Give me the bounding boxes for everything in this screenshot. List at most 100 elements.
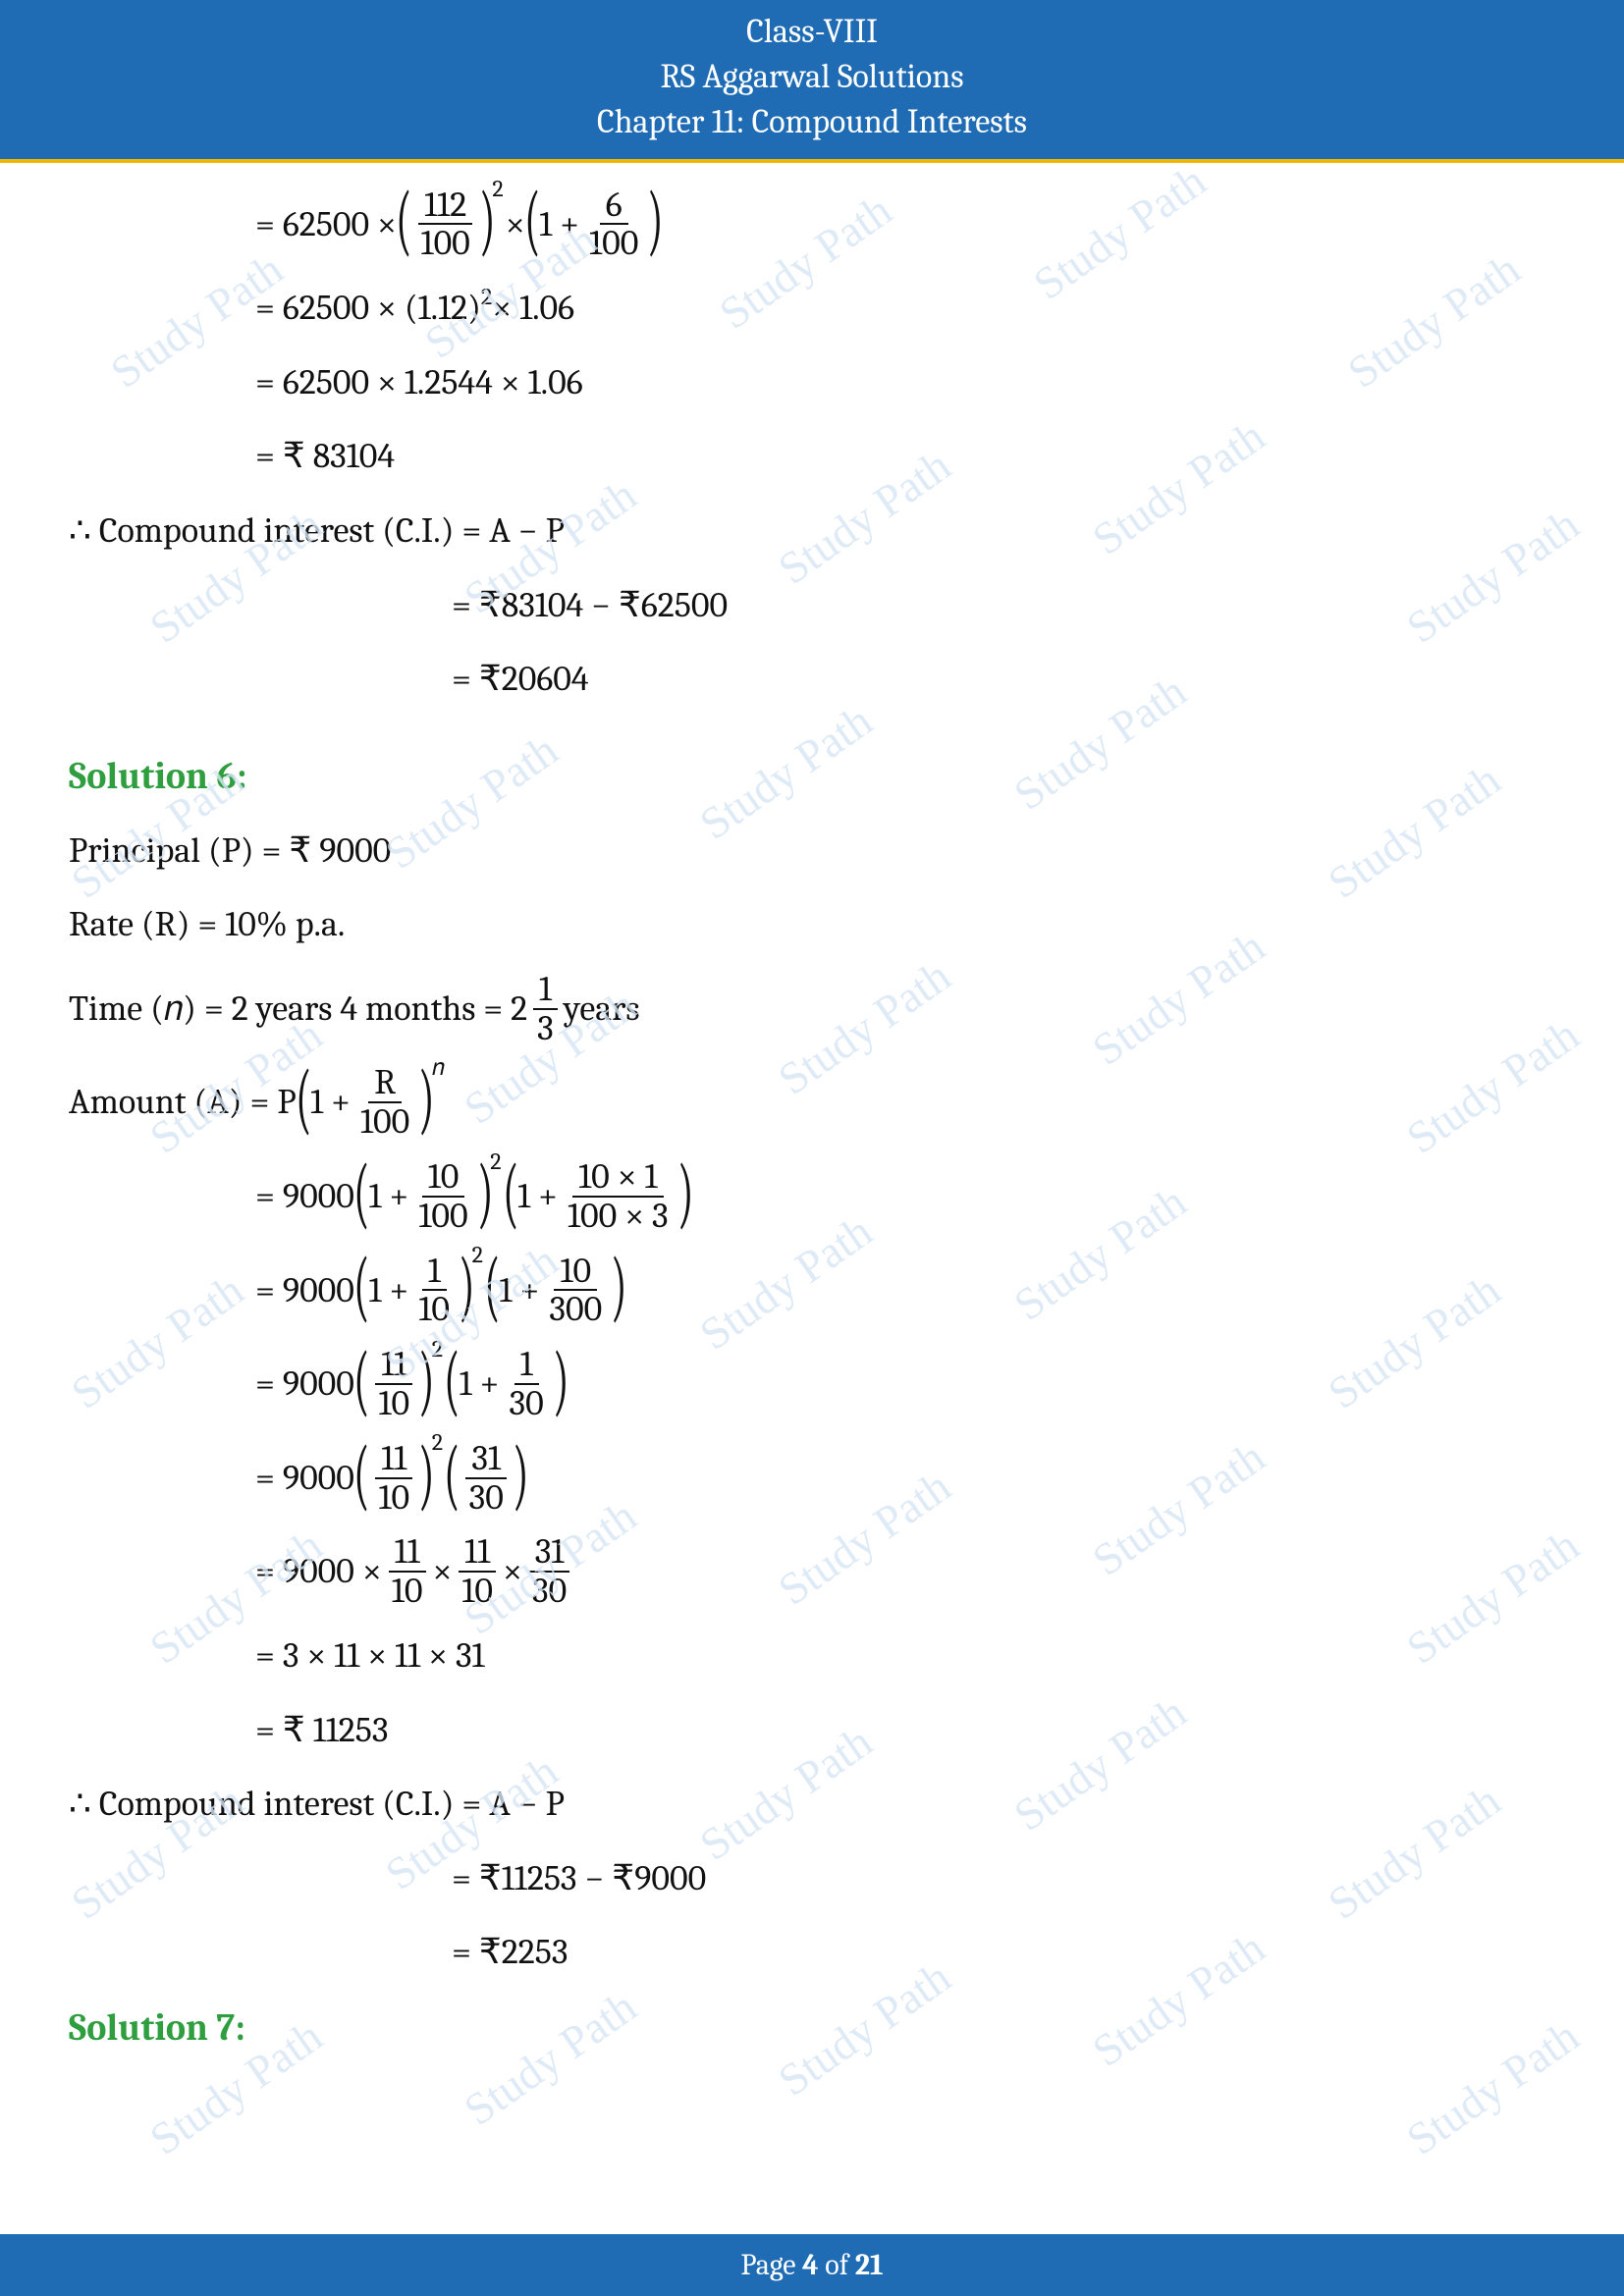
text: 1 + bbox=[539, 196, 579, 253]
sol6-time: Time (𝑛) = 2 years 4 months = 2 1 3 year… bbox=[69, 971, 1555, 1047]
text: = ₹20604 bbox=[452, 651, 589, 708]
denominator: 3 bbox=[531, 1010, 560, 1047]
text: Time (𝑛) = 2 years 4 months = 2 bbox=[69, 981, 527, 1038]
text: = ₹2253 bbox=[452, 1924, 568, 1981]
text: 1 + bbox=[500, 1262, 540, 1319]
text: ∴ Compound interest (C.I.) = A − P bbox=[69, 1776, 565, 1833]
text: = ₹11253 − ₹9000 bbox=[452, 1850, 706, 1907]
sol6-s1: = 9000 ( 1 + 10 100 ) 2 ( 1 + 10 × 1 100… bbox=[255, 1158, 1555, 1235]
text: × bbox=[432, 1543, 452, 1600]
sol5-ci-step2: = ₹83104 − ₹62500 bbox=[452, 577, 1555, 634]
text: = 62500 × 1.2544 × 1.06 bbox=[255, 354, 583, 411]
numerator: 1 bbox=[422, 1253, 447, 1292]
sol6-amount-formula: Amount (A) = P ( 1 + R 100 ) 𝑛 bbox=[69, 1064, 1555, 1141]
numerator: 11 bbox=[459, 1533, 496, 1573]
sol6-principal: Principal (P) = ₹ 9000 bbox=[69, 823, 1555, 880]
numerator: 11 bbox=[389, 1533, 426, 1573]
text: 1 + bbox=[517, 1168, 558, 1225]
text: = ₹ 83104 bbox=[255, 428, 395, 485]
footer-page-total: 21 bbox=[855, 2248, 884, 2282]
exponent: 2 bbox=[481, 278, 492, 315]
exponent: 2 bbox=[490, 1143, 501, 1180]
denominator: 10 bbox=[372, 1385, 415, 1422]
numerator: 10 bbox=[554, 1253, 597, 1292]
denominator: 10 bbox=[372, 1479, 415, 1517]
text: = ₹ 11253 bbox=[255, 1702, 388, 1759]
paren: ( bbox=[295, 1067, 311, 1130]
denominator: 100 bbox=[583, 225, 644, 262]
text: = 9000 bbox=[255, 1168, 354, 1225]
denominator: 100 bbox=[354, 1103, 415, 1141]
fraction: 10 100 bbox=[412, 1158, 473, 1235]
denominator: 100 × 3 bbox=[562, 1198, 675, 1235]
page-content: = 62500 × ( 112 100 ) 2 × ( 1 + 6 100 ) … bbox=[0, 163, 1624, 2058]
fraction: 11 10 bbox=[372, 1346, 415, 1422]
page-footer: Page 4 of 21 bbox=[0, 2234, 1624, 2296]
paren: ) bbox=[611, 1255, 627, 1317]
sol5-step2: = 62500 × (1.12)2 × 1.06 bbox=[255, 280, 1555, 337]
header-class: Class-VIII bbox=[0, 10, 1624, 55]
denominator: 30 bbox=[463, 1479, 510, 1517]
text: 1 + bbox=[310, 1074, 351, 1131]
text: years bbox=[564, 981, 640, 1038]
denominator: 10 bbox=[456, 1573, 499, 1610]
sol6-s7: = ₹ 11253 bbox=[255, 1702, 1555, 1759]
paren: ) bbox=[677, 1161, 694, 1224]
header-book: RS Aggarwal Solutions bbox=[0, 55, 1624, 100]
paren: ) bbox=[647, 188, 664, 251]
text: = 9000 bbox=[255, 1356, 354, 1413]
numerator: 1 bbox=[514, 1346, 539, 1385]
sol6-s3: = 9000 ( 11 10 ) 2 ( 1 + 1 30 ) bbox=[255, 1346, 1555, 1422]
fraction: 31 30 bbox=[526, 1533, 572, 1610]
paren: ( bbox=[353, 1443, 370, 1506]
numerator: 6 bbox=[600, 187, 628, 226]
paren: ( bbox=[353, 1349, 370, 1412]
numerator: 31 bbox=[465, 1440, 507, 1479]
fraction: 10 300 bbox=[543, 1253, 608, 1329]
numerator: 1 bbox=[533, 971, 558, 1010]
exponent: 2 bbox=[432, 1330, 443, 1367]
footer-text: of bbox=[819, 2248, 855, 2282]
denominator: 30 bbox=[504, 1385, 550, 1422]
denominator: 100 bbox=[412, 1198, 473, 1235]
fraction: 112 100 bbox=[415, 187, 476, 263]
text: Principal (P) = ₹ 9000 bbox=[69, 823, 391, 880]
text: = 3 × 11 × 11 × 31 bbox=[255, 1628, 485, 1684]
fraction: 1 30 bbox=[504, 1346, 550, 1422]
sol6-s6: = 3 × 11 × 11 × 31 bbox=[255, 1628, 1555, 1684]
fraction: 6 100 bbox=[583, 187, 644, 263]
fraction: R 100 bbox=[354, 1064, 415, 1141]
sol6-ci-line: ∴ Compound interest (C.I.) = A − P bbox=[69, 1776, 1555, 1833]
sol5-ci-step3: = ₹20604 bbox=[452, 651, 1555, 708]
denominator: 300 bbox=[543, 1291, 608, 1328]
paren: ) bbox=[553, 1349, 569, 1412]
page-header: Class-VIII RS Aggarwal Solutions Chapter… bbox=[0, 0, 1624, 159]
paren: ( bbox=[444, 1443, 460, 1506]
numerator: 10 × 1 bbox=[572, 1158, 663, 1198]
sol6-s4: = 9000 ( 11 10 ) 2 ( 31 30 ) bbox=[255, 1440, 1555, 1517]
paren: ( bbox=[396, 188, 412, 251]
sol6-s5: = 9000 × 11 10 × 11 10 × 31 30 bbox=[255, 1533, 1555, 1610]
paren: ( bbox=[524, 188, 541, 251]
solution-6-title: Solution 6: bbox=[69, 747, 1555, 807]
paren: ( bbox=[502, 1161, 518, 1224]
text: 1 + bbox=[460, 1356, 500, 1413]
paren: ( bbox=[484, 1255, 501, 1317]
footer-page-current: 4 bbox=[802, 2248, 819, 2282]
text: Amount (A) = P bbox=[69, 1074, 297, 1131]
sol6-ci-s3: = ₹2253 bbox=[452, 1924, 1555, 1981]
denominator: 10 bbox=[412, 1291, 456, 1328]
sol6-ci-s2: = ₹11253 − ₹9000 bbox=[452, 1850, 1555, 1907]
text: = 9000 bbox=[255, 1450, 354, 1507]
exponent: 2 bbox=[432, 1423, 443, 1461]
numerator: 11 bbox=[375, 1346, 412, 1385]
fraction: 10 × 1 100 × 3 bbox=[562, 1158, 675, 1235]
fraction: 31 30 bbox=[463, 1440, 510, 1517]
denominator: 100 bbox=[415, 225, 476, 262]
numerator: 11 bbox=[375, 1440, 412, 1479]
text: 1 + bbox=[368, 1168, 408, 1225]
fraction: 11 10 bbox=[386, 1533, 429, 1610]
numerator: R bbox=[368, 1064, 402, 1103]
fraction: 1 10 bbox=[412, 1253, 456, 1329]
paren: ( bbox=[353, 1161, 370, 1224]
